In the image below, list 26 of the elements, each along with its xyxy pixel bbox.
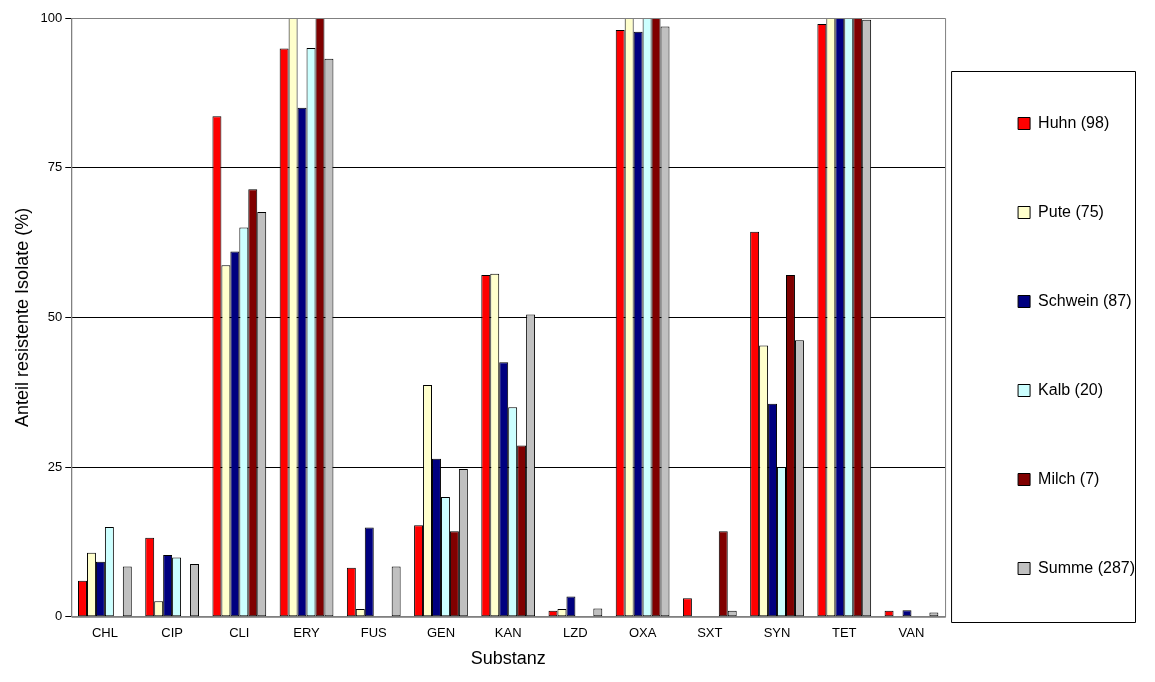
x-tick-label: SYN (763, 625, 791, 641)
x-axis-title: Substanz (470, 648, 546, 669)
legend-label: Huhn (98) (1038, 113, 1110, 131)
y-tick-label: 50 (47, 308, 63, 324)
x-tick-label: ERY (293, 625, 321, 641)
x-tick-label: SXT (697, 625, 723, 641)
legend-label: Kalb (20) (1038, 380, 1103, 398)
legend-label: Schwein (87) (1038, 291, 1132, 309)
y-tick-label: 75 (47, 159, 63, 175)
x-tick-label: KAN (494, 625, 522, 641)
x-tick-label: CIP (161, 625, 183, 641)
y-axis-title: Anteil resistente Isolate (%) (11, 207, 32, 427)
x-tick-label: OXA (628, 625, 657, 641)
x-tick-label: FUS (360, 625, 388, 641)
legend-label: Pute (75) (1038, 202, 1104, 220)
y-tick-label: 25 (47, 458, 63, 474)
x-tick-label: LZD (563, 625, 588, 641)
y-tick-label: 100 (40, 9, 63, 25)
x-tick-label: TET (831, 625, 857, 641)
legend-label: Summe (287) (1038, 558, 1135, 576)
x-tick-label: GEN (426, 625, 456, 641)
x-tick-label: CLI (229, 625, 250, 641)
x-tick-label: CHL (91, 625, 118, 641)
x-tick-label: VAN (898, 625, 925, 641)
legend-label: Milch (7) (1038, 469, 1100, 487)
y-tick-label: 0 (55, 608, 63, 624)
